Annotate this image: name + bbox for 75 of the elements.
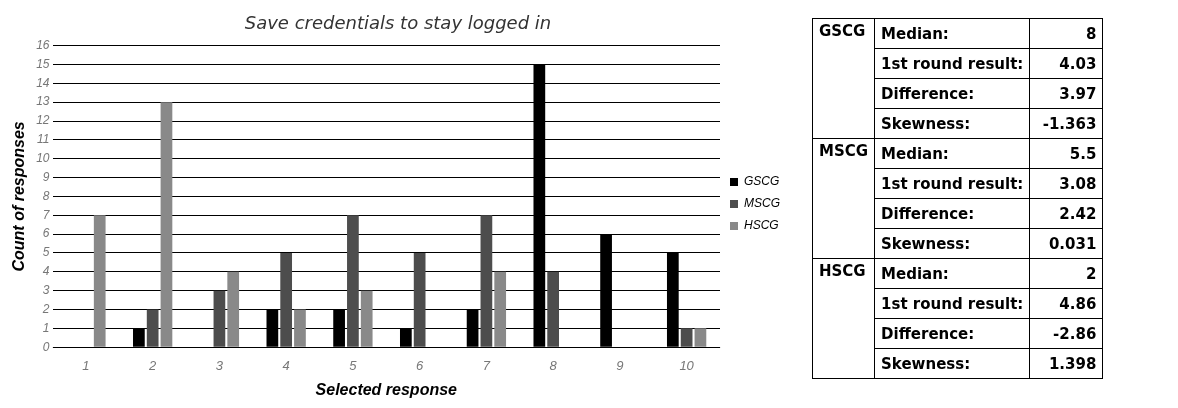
x-tick-label: 7 <box>482 357 491 373</box>
x-tick-label: 10 <box>679 357 695 373</box>
y-tick-label: 14 <box>36 75 50 90</box>
bar <box>413 252 426 347</box>
bar <box>146 309 159 347</box>
y-axis-title: Count of responses <box>10 121 28 272</box>
bar <box>280 252 293 347</box>
y-tick-label: 1 <box>42 320 50 335</box>
x-tick-label: 8 <box>549 357 558 373</box>
y-tick-label: 3 <box>42 282 50 297</box>
x-tick-label: 9 <box>616 357 624 373</box>
text: 3.97 <box>1029 78 1103 109</box>
bar <box>360 290 373 347</box>
y-tick-label: 2 <box>41 301 50 316</box>
bar <box>160 102 173 347</box>
text: Median: <box>874 258 1030 289</box>
bar <box>694 328 707 347</box>
x-axis-title: Selected response <box>315 380 458 398</box>
text: GSCG <box>812 18 875 139</box>
text: Median: <box>874 18 1030 49</box>
y-tick-label: 15 <box>36 56 50 71</box>
text: 8 <box>1029 18 1103 49</box>
text: 3.08 <box>1029 168 1103 199</box>
text: -1.363 <box>1029 108 1103 139</box>
legend-label: MSCG <box>744 196 780 211</box>
text: Skewness: <box>874 348 1030 379</box>
text: Skewness: <box>874 108 1030 139</box>
x-tick-label: 2 <box>148 357 158 373</box>
y-tick-label: 11 <box>37 132 50 147</box>
x-tick-label: 4 <box>282 357 290 373</box>
chart-title: Save credentials to stay logged in <box>244 12 552 34</box>
legend-label: GSCG <box>744 174 780 189</box>
y-tick-label: 8 <box>42 188 50 203</box>
text: 4.03 <box>1029 48 1103 79</box>
x-tick-label: 6 <box>416 357 425 373</box>
x-tick-label: 5 <box>349 357 358 373</box>
y-tick-label: 9 <box>42 169 50 184</box>
bar <box>93 215 106 347</box>
text: Skewness: <box>874 228 1030 259</box>
text: MSCG <box>812 138 875 259</box>
text: 1st round result: <box>874 288 1030 319</box>
bar <box>494 271 507 347</box>
text: 2 <box>1029 258 1103 289</box>
bar <box>480 215 493 347</box>
text: Median: <box>874 138 1030 169</box>
text: Difference: <box>874 78 1030 109</box>
y-tick-label: 6 <box>42 226 50 241</box>
text: 1.398 <box>1029 348 1103 379</box>
text: Difference: <box>874 198 1030 229</box>
x-tick-label: 3 <box>215 357 224 373</box>
text: 2.42 <box>1029 198 1103 229</box>
y-tick-label: 5 <box>42 245 50 260</box>
text: Difference: <box>874 318 1030 349</box>
legend-label: HSCG <box>744 218 779 233</box>
bar <box>547 271 559 347</box>
bar <box>680 328 693 347</box>
y-tick-label: 4 <box>42 264 50 279</box>
text: -2.86 <box>1029 318 1103 349</box>
bar <box>294 309 306 347</box>
text: 5.5 <box>1029 138 1103 169</box>
y-tick-label: 16 <box>36 37 50 52</box>
y-tick-label: 0 <box>42 339 50 354</box>
bar <box>213 290 226 347</box>
bar <box>347 215 359 347</box>
y-tick-label: 10 <box>36 151 50 166</box>
text: 1st round result: <box>874 168 1030 199</box>
text: 4.86 <box>1029 288 1103 319</box>
y-tick-label: 13 <box>36 94 50 109</box>
bar <box>227 271 240 347</box>
text: HSCG <box>812 258 875 379</box>
y-tick-label: 7 <box>42 207 51 222</box>
text: 0.031 <box>1029 228 1103 259</box>
x-tick-label: 1 <box>82 357 90 373</box>
y-tick-label: 12 <box>36 113 50 128</box>
text: 1st round result: <box>874 48 1030 79</box>
